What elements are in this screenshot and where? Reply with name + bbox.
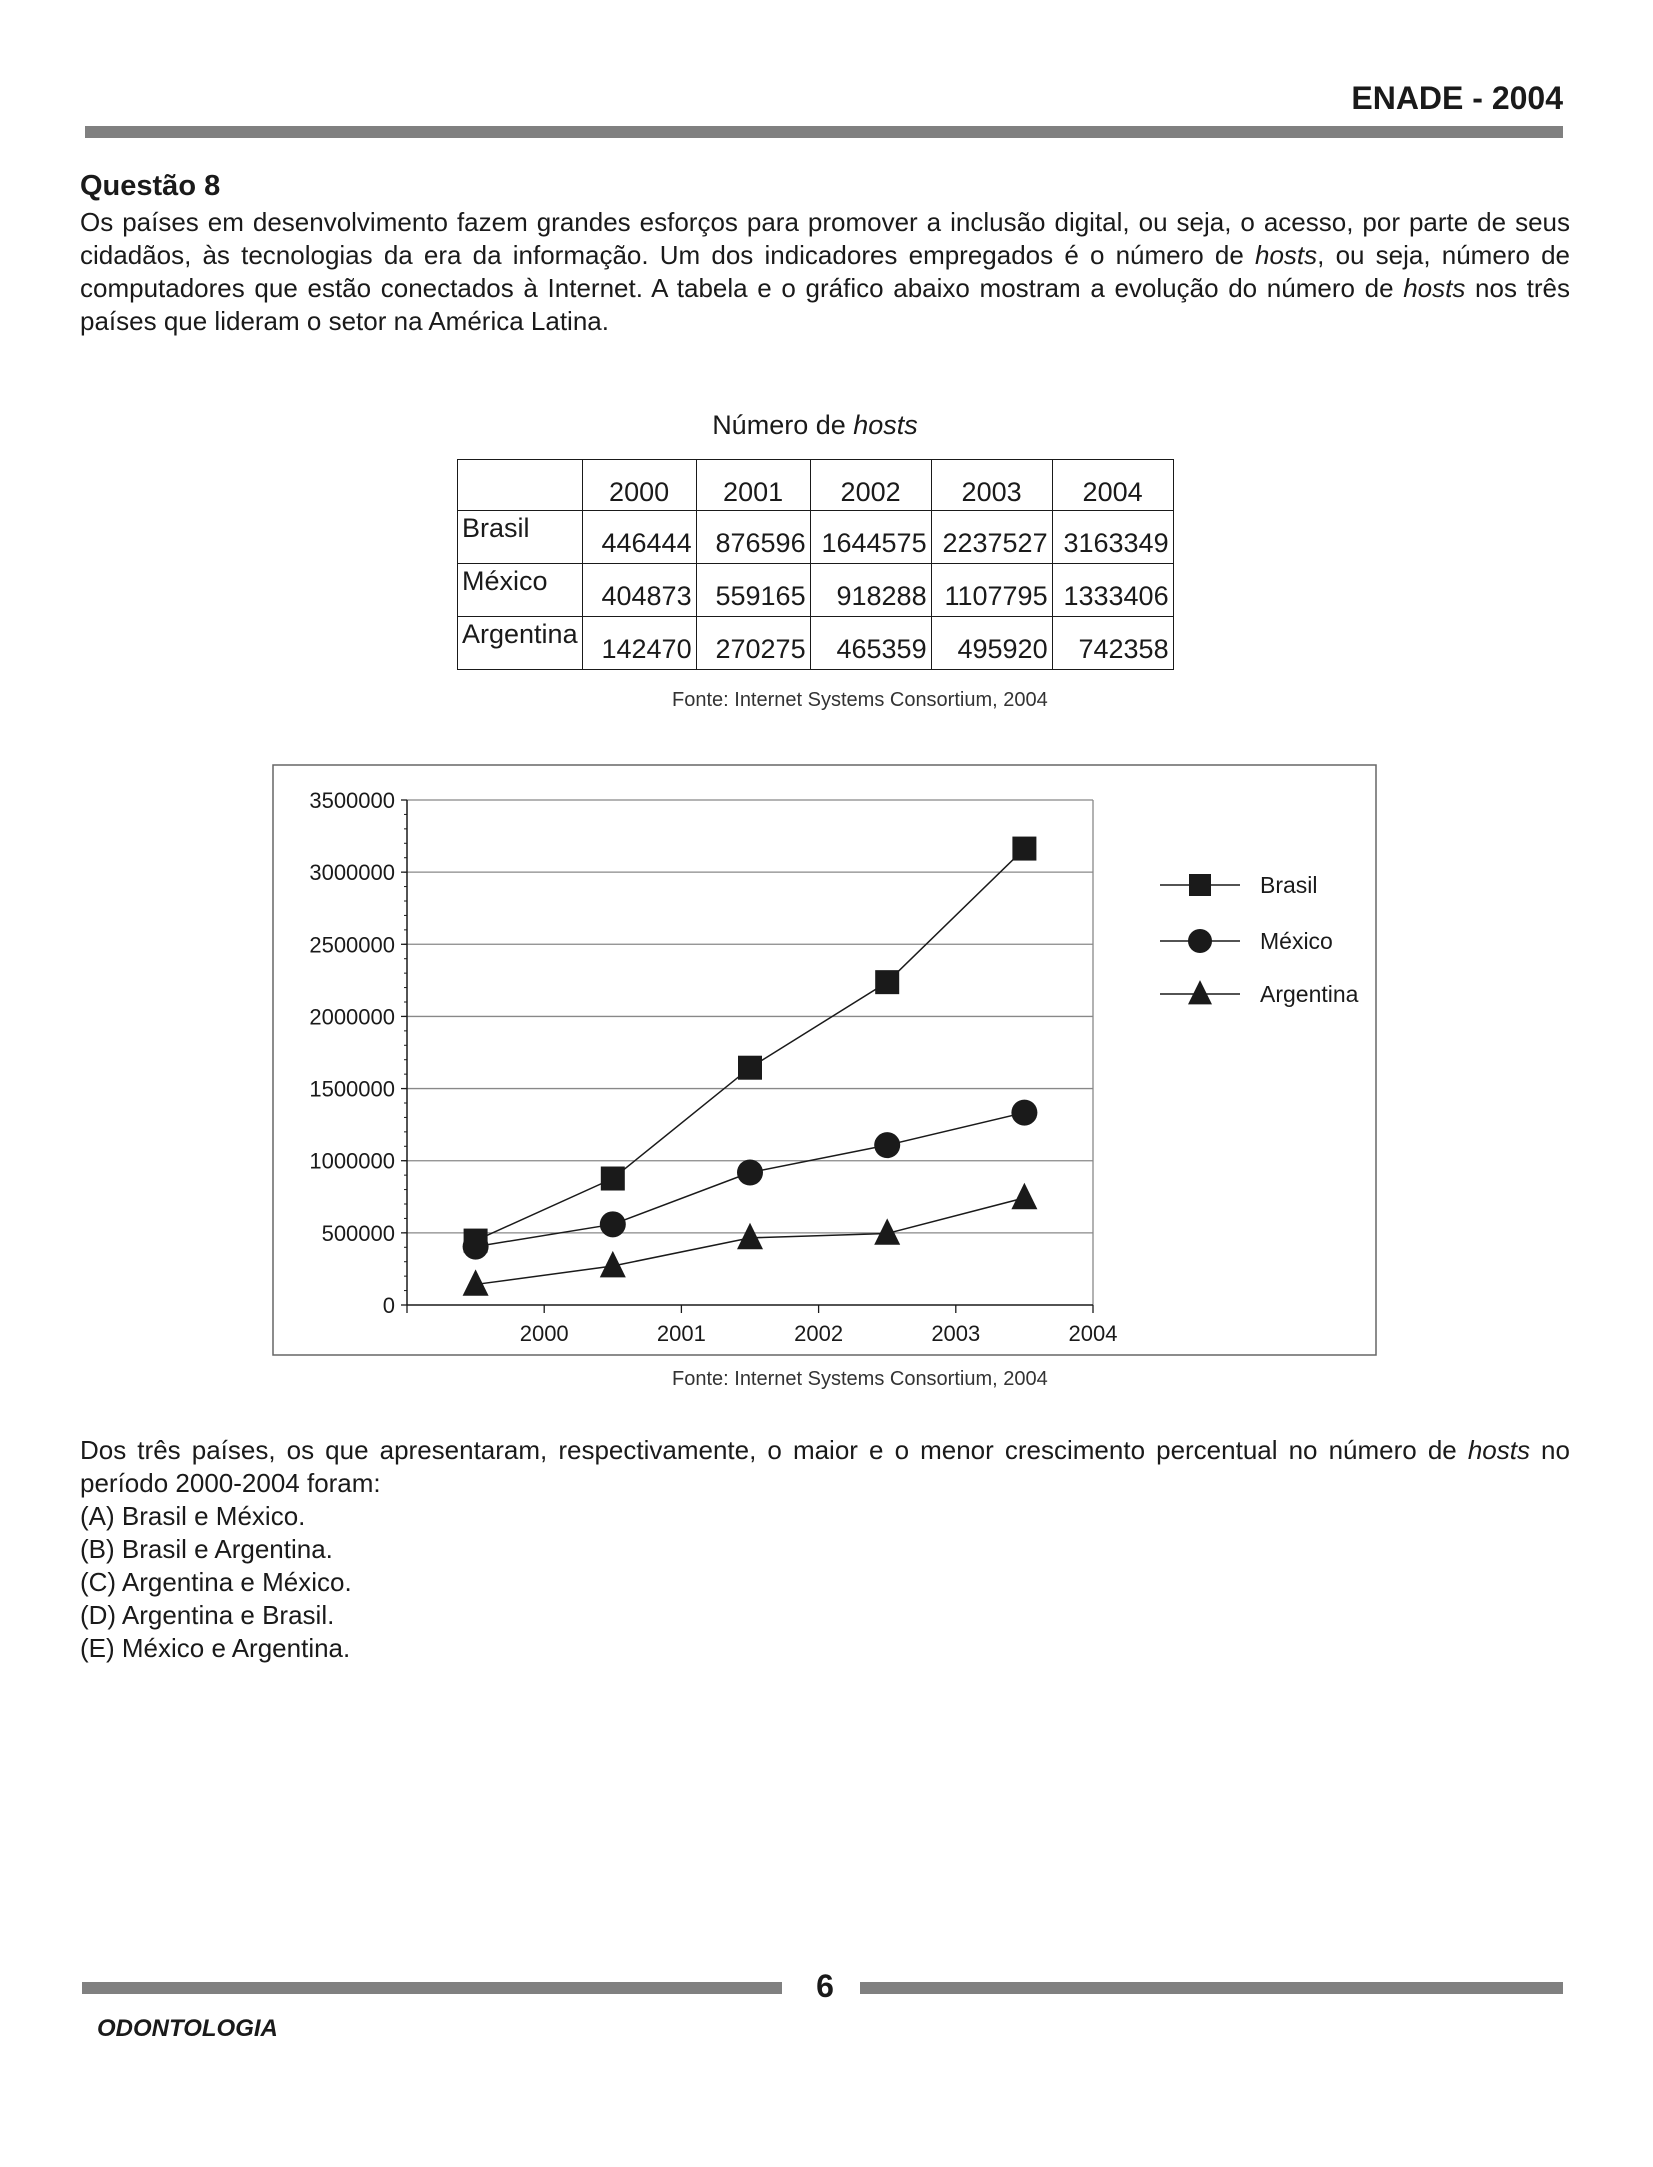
y-tick-label: 500000	[322, 1221, 395, 1246]
question-stem: Dos três países, os que apresentaram, re…	[80, 1434, 1570, 1500]
data-point-brasil	[600, 1166, 625, 1191]
table-country-cell: Brasil	[457, 510, 583, 564]
table-year-header: 2004	[1051, 459, 1174, 511]
data-point-brasil	[875, 970, 900, 995]
table-value-cell: 742358	[1051, 616, 1174, 670]
footer-divider-right	[860, 1982, 1563, 1994]
x-tick-label: 2001	[657, 1321, 706, 1346]
data-point-brasil	[1012, 836, 1037, 861]
footer-divider-left	[82, 1982, 782, 1994]
data-point-mexico	[874, 1132, 901, 1159]
table-value-cell: 2237527	[930, 510, 1053, 564]
table-corner-cell	[457, 459, 583, 511]
header-divider	[85, 126, 1563, 138]
chart-frame	[272, 764, 1377, 1356]
table-row: Argentina 142470 270275 465359 495920 74…	[457, 616, 1174, 670]
y-tick-label: 2000000	[309, 1004, 395, 1029]
table-value-cell: 446444	[581, 510, 697, 564]
table-value-cell: 465359	[809, 616, 932, 670]
stem-text: no período 2000-2004 foram:	[80, 1435, 1570, 1498]
data-point-argentina	[599, 1250, 626, 1278]
table-country-cell: Argentina	[457, 616, 583, 670]
intro-text: nos três países que lideram o setor na A…	[80, 273, 1570, 336]
question-intro: Os países em desenvolvimento fazem grand…	[80, 206, 1570, 338]
data-point-argentina	[1011, 1182, 1038, 1210]
table-value-cell: 918288	[809, 563, 932, 617]
hosts-line-chart: 0 500000 1000000 1500000 2000000 2500000 30000…	[272, 764, 1377, 1356]
table-country-cell: México	[457, 563, 583, 617]
table-caption: Número de hosts	[0, 410, 1630, 441]
data-point-mexico	[737, 1159, 763, 1186]
table-value-cell: 404873	[581, 563, 697, 617]
data-point-argentina	[462, 1269, 489, 1296]
data-point-brasil	[738, 1055, 762, 1080]
option-b[interactable]: (B) Brasil e Argentina.	[80, 1534, 333, 1564]
chart-source: Fonte: Internet Systems Consortium, 2004	[672, 1368, 1048, 1390]
x-tick-label: 2002	[794, 1321, 843, 1346]
y-tick-label: 1500000	[309, 1077, 395, 1102]
data-point-mexico	[462, 1233, 489, 1260]
table-value-cell: 495920	[930, 616, 1053, 670]
page-number: 6	[816, 1968, 834, 2004]
intro-text: Os países em desenvolvimento fazem grand…	[80, 207, 1570, 270]
table-row: México 404873 559165 918288 1107795 1333…	[457, 563, 1174, 617]
table-caption-text: Número de	[712, 410, 854, 440]
course-label: ODONTOLOGIA	[97, 2015, 278, 2042]
table-value-cell: 1644575	[809, 510, 932, 564]
table-value-cell: 559165	[695, 563, 811, 617]
y-tick-label: 2500000	[309, 932, 395, 957]
table-row: Brasil 446444 876596 1644575 2237527 316…	[457, 510, 1174, 564]
table-year-header: 2003	[930, 459, 1053, 511]
x-tick-label: 2003	[931, 1321, 980, 1346]
y-tick-label: 3500000	[309, 788, 395, 813]
table-caption-italic: hosts	[853, 410, 918, 440]
data-point-mexico	[1011, 1099, 1038, 1126]
option-e[interactable]: (E) México e Argentina.	[80, 1633, 351, 1663]
legend-label-brasil: Brasil	[1260, 872, 1318, 898]
header-title: ENADE - 2004	[1351, 80, 1563, 116]
option-c[interactable]: (C) Argentina e México.	[80, 1567, 352, 1597]
table-value-cell: 3163349	[1051, 510, 1174, 564]
table-year-header: 2001	[695, 459, 811, 511]
legend-label-mexico: México	[1260, 928, 1333, 954]
x-tick-label: 2000	[520, 1321, 569, 1346]
legend-marker-argentina	[1188, 980, 1212, 1005]
data-point-argentina	[874, 1218, 901, 1245]
x-tick-label: 2004	[1069, 1321, 1118, 1346]
table-value-cell: 270275	[695, 616, 811, 670]
data-point-mexico	[599, 1211, 626, 1238]
table-year-header: 2002	[809, 459, 932, 511]
answer-options: (A) Brasil e México. (B) Brasil e Argent…	[80, 1500, 352, 1665]
table-value-cell: 142470	[581, 616, 697, 670]
legend-label-argentina: Argentina	[1260, 981, 1359, 1007]
question-title: Questão 8	[80, 170, 221, 202]
hosts-table: 2000 2001 2002 2003 2004 Brasil 446444 8…	[457, 459, 1174, 670]
table-value-cell: 1333406	[1051, 563, 1174, 617]
legend-marker-brasil	[1189, 874, 1211, 896]
legend-marker-mexico	[1188, 929, 1212, 953]
intro-italic-term: hosts	[1255, 240, 1318, 270]
stem-text: Dos três países, os que apresentaram, re…	[80, 1435, 1468, 1465]
intro-text: , ou seja, número de computadores que es…	[80, 240, 1571, 303]
table-value-cell: 1107795	[930, 563, 1053, 617]
y-tick-label: 3000000	[309, 860, 395, 885]
y-tick-label: 1000000	[309, 1149, 395, 1174]
stem-italic-term: hosts	[1467, 1435, 1530, 1465]
data-point-argentina	[737, 1222, 763, 1250]
table-header-row: 2000 2001 2002 2003 2004	[457, 459, 1174, 511]
table-value-cell: 876596	[695, 510, 811, 564]
table-year-header: 2000	[581, 459, 697, 511]
table-source: Fonte: Internet Systems Consortium, 2004	[672, 689, 1048, 711]
option-a[interactable]: (A) Brasil e México.	[80, 1501, 306, 1531]
intro-italic-term: hosts	[1403, 273, 1466, 303]
option-d[interactable]: (D) Argentina e Brasil.	[80, 1600, 335, 1630]
y-tick-label: 0	[383, 1293, 395, 1318]
